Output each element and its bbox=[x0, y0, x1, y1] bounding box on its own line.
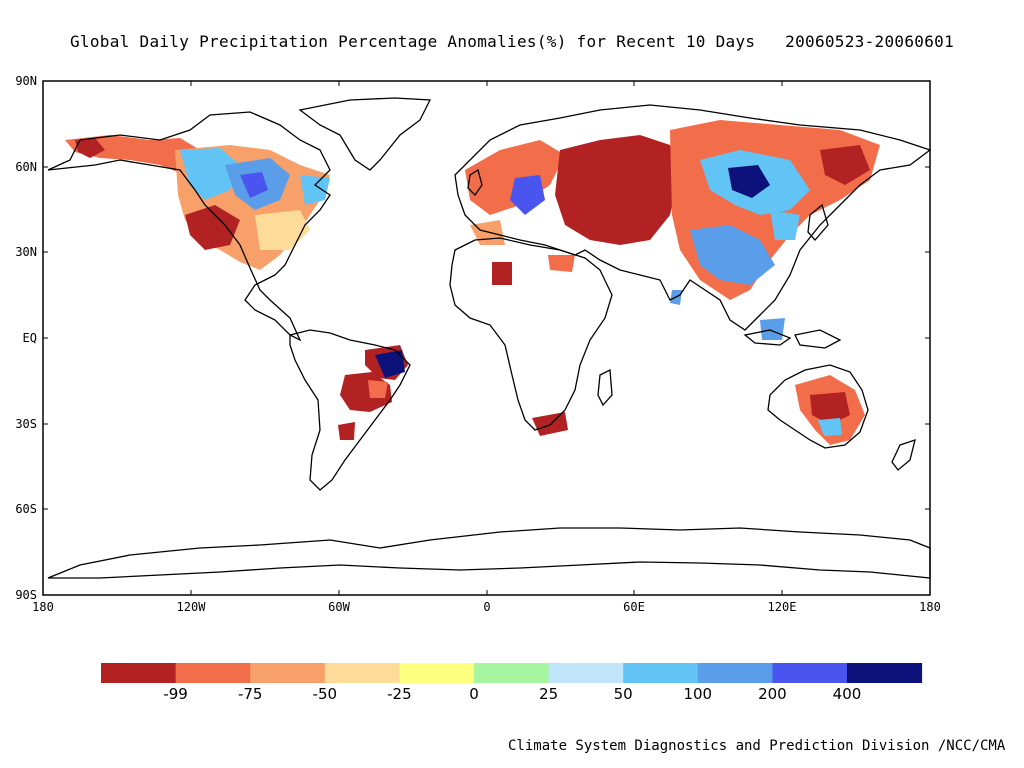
y-tick-labels: 90N 60N 30N EQ 30S 60S 90S bbox=[15, 74, 37, 602]
credit-text: Climate System Diagnostics and Predictio… bbox=[508, 738, 1006, 754]
x-tick-label: 120W bbox=[177, 600, 207, 614]
legend-label: 0 bbox=[469, 685, 479, 703]
legend-label: 50 bbox=[614, 685, 633, 703]
x-axis bbox=[42, 81, 931, 595]
legend-swatch bbox=[250, 663, 326, 683]
legend-swatch bbox=[772, 663, 848, 683]
legend-swatch bbox=[623, 663, 699, 683]
legend-swatch bbox=[101, 663, 177, 683]
legend-label: 25 bbox=[539, 685, 558, 703]
y-tick-label: 60N bbox=[15, 160, 37, 174]
map-title: Global Daily Precipitation Percentage An… bbox=[69, 32, 955, 51]
x-tick-label: 180 bbox=[32, 600, 54, 614]
legend-swatch bbox=[847, 663, 923, 683]
legend-boxes bbox=[101, 663, 923, 683]
y-tick-label: 60S bbox=[15, 502, 37, 516]
legend-labels: -99 -75 -50 -25 0 25 50 100 200 400 bbox=[163, 685, 861, 703]
x-tick-label: 180 bbox=[919, 600, 941, 614]
legend-swatch bbox=[548, 663, 624, 683]
legend-label: -25 bbox=[387, 685, 412, 703]
legend-label: -99 bbox=[163, 685, 188, 703]
y-tick-label: 90S bbox=[15, 588, 37, 602]
legend-label: 400 bbox=[833, 685, 862, 703]
y-tick-label: 30N bbox=[15, 245, 37, 259]
x-tick-label: 60W bbox=[328, 600, 350, 614]
y-axis bbox=[43, 80, 930, 596]
y-tick-label: 90N bbox=[15, 74, 37, 88]
x-tick-label: 0 bbox=[483, 600, 490, 614]
legend-swatch bbox=[399, 663, 475, 683]
x-tick-label: 60E bbox=[623, 600, 645, 614]
legend-label: 200 bbox=[758, 685, 787, 703]
x-tick-labels: 180 120W 60W 0 60E 120E 180 bbox=[32, 600, 941, 614]
legend-swatch bbox=[697, 663, 773, 683]
legend-swatch bbox=[324, 663, 400, 683]
x-tick-label: 120E bbox=[768, 600, 797, 614]
legend-label: -75 bbox=[238, 685, 263, 703]
y-tick-label: EQ bbox=[23, 331, 37, 345]
legend-swatch bbox=[175, 663, 251, 683]
anomaly-shading bbox=[65, 120, 880, 445]
y-tick-label: 30S bbox=[15, 417, 37, 431]
legend-label: -50 bbox=[313, 685, 338, 703]
legend-label: 100 bbox=[683, 685, 712, 703]
legend-swatch bbox=[474, 663, 550, 683]
